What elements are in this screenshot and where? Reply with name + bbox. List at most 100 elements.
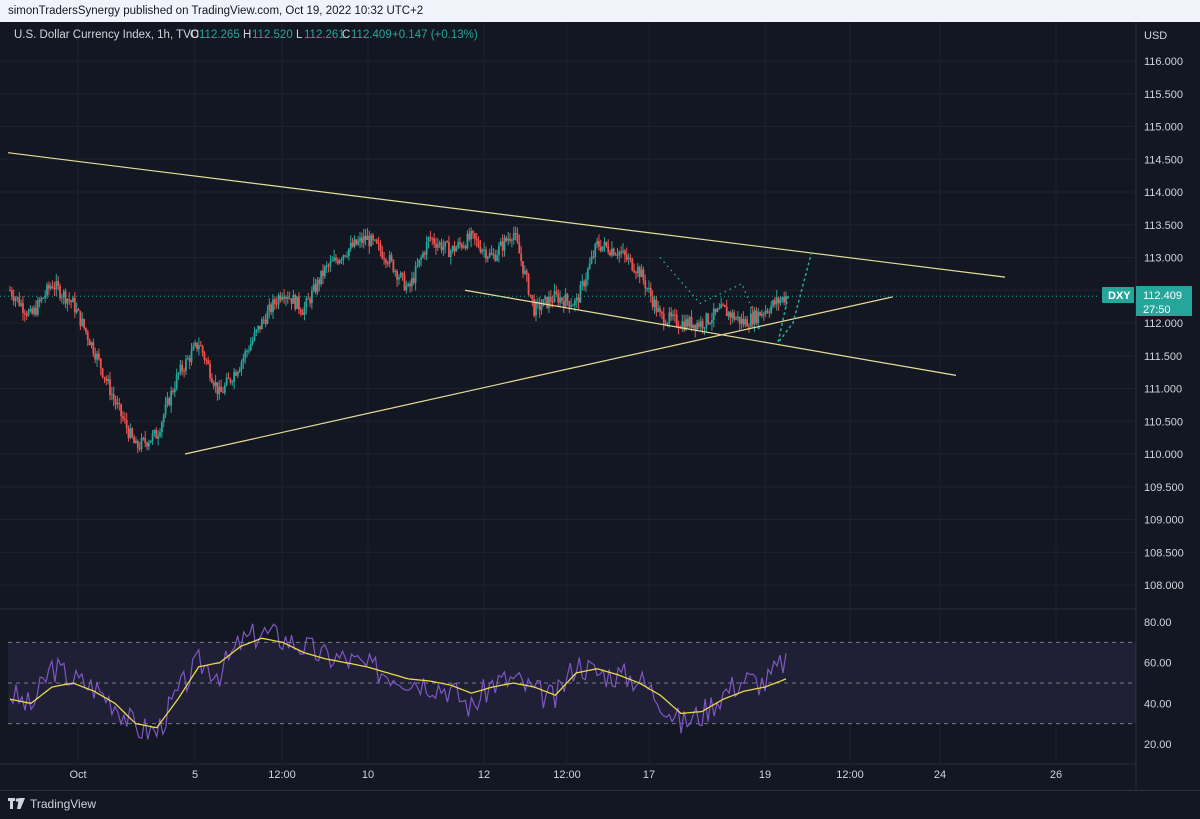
time-axis[interactable]: Oct 5 12:00 10 12 12:00 17 19 12:00 24 26 — [69, 769, 1062, 781]
candle-body — [122, 416, 124, 419]
candle-body — [373, 239, 376, 241]
candle-body — [555, 291, 558, 294]
candle-body — [507, 238, 510, 241]
candle-body — [516, 233, 519, 243]
candle-body — [464, 246, 467, 249]
candle-body — [205, 359, 208, 361]
candle-body — [218, 386, 221, 395]
tradingview-logo[interactable]: TradingView — [8, 797, 96, 811]
candle-body — [44, 295, 47, 298]
candle-body — [762, 313, 765, 315]
candle-body — [194, 342, 197, 346]
candle-body — [533, 299, 536, 316]
candle-body — [518, 242, 521, 254]
candle-body — [398, 277, 400, 280]
candle-body — [409, 283, 411, 287]
candle-body — [320, 270, 323, 285]
candle-body — [275, 303, 278, 305]
candle-body — [322, 270, 324, 277]
candle-body — [401, 272, 404, 275]
candle-body — [370, 235, 373, 247]
candle-body — [390, 255, 393, 260]
candle-body — [340, 259, 343, 261]
candle-body — [777, 297, 780, 303]
candle-body — [561, 297, 563, 301]
candle-body — [288, 298, 291, 300]
candle-body — [257, 325, 260, 330]
candle-body — [175, 374, 178, 389]
candle-body — [557, 293, 560, 303]
candle-body — [264, 319, 267, 324]
candle-body — [451, 245, 454, 252]
candle-body — [79, 310, 82, 326]
price-tick-label: 109.000 — [1144, 515, 1184, 527]
candle-body — [138, 447, 141, 449]
candle-body — [209, 363, 211, 378]
candle-body — [244, 351, 247, 358]
candle-body — [53, 288, 56, 290]
price-axis[interactable]: 108.000 108.500 109.000 109.500 110.000 110.5… — [1144, 56, 1184, 592]
legend-high: 112.520 — [252, 29, 293, 41]
trendline[interactable] — [464, 289, 957, 376]
candle-body — [457, 242, 460, 248]
candle-body — [679, 327, 682, 329]
candle-body — [201, 346, 204, 353]
candle-body — [83, 318, 85, 328]
price-tick-label: 111.000 — [1144, 384, 1182, 396]
projection-polyline[interactable] — [777, 250, 813, 344]
projection-path[interactable] — [659, 250, 813, 344]
candle-body — [105, 378, 108, 382]
candle-body — [203, 352, 206, 360]
candle-body — [277, 295, 280, 305]
candle-body — [761, 313, 763, 316]
candle-body — [249, 344, 252, 351]
candle-body — [599, 246, 602, 251]
candle-body — [251, 340, 254, 345]
candle-body — [60, 297, 63, 299]
candle-body — [427, 237, 430, 242]
candle-body — [157, 435, 160, 439]
candle-body — [36, 300, 39, 315]
trendline[interactable] — [7, 152, 1006, 278]
trendlines[interactable] — [7, 152, 1006, 455]
time-tick-label: 12 — [478, 769, 490, 781]
candle-body — [611, 248, 613, 256]
candle-body — [299, 309, 302, 313]
trendline[interactable] — [184, 296, 894, 455]
candle-body — [96, 353, 98, 360]
time-tick-label: 5 — [192, 769, 198, 781]
candle-body — [651, 296, 654, 308]
candle-body — [112, 394, 115, 400]
candle-body — [631, 258, 634, 271]
candle-body — [31, 308, 34, 314]
candle-body — [742, 318, 745, 325]
candle-body — [110, 394, 113, 396]
price-tick-label: 108.500 — [1144, 547, 1184, 559]
price-chart-svg[interactable]: 108.000 108.500 109.000 109.500 110.000 110.5… — [0, 22, 1200, 790]
candle-body — [416, 265, 419, 267]
candle-body — [525, 270, 528, 275]
candle-body — [20, 303, 23, 306]
candle-body — [255, 329, 258, 333]
candle-body — [490, 252, 493, 255]
price-tick-label: 115.000 — [1144, 122, 1183, 134]
candle-body — [486, 256, 489, 259]
chart-area[interactable]: 108.000 108.500 109.000 109.500 110.000 110.5… — [0, 22, 1200, 790]
candle-body — [683, 321, 686, 330]
candle-body — [133, 437, 135, 444]
candle-body — [349, 242, 352, 249]
candle-body — [109, 378, 111, 395]
candle-body — [653, 299, 656, 308]
candle-body — [655, 299, 658, 312]
price-tick-label: 108.000 — [1144, 580, 1184, 592]
candle-body — [672, 314, 674, 317]
candle-body — [581, 281, 584, 285]
price-tick-label: 109.500 — [1144, 482, 1184, 494]
rsi-axis[interactable]: 20.00 40.00 60.00 80.00 — [1144, 617, 1172, 751]
candle-body — [466, 233, 469, 249]
time-tick-label: 19 — [759, 769, 771, 781]
candle-body — [85, 327, 87, 332]
candle-body — [227, 377, 230, 379]
candle-body — [290, 298, 293, 304]
candle-body — [190, 350, 193, 363]
